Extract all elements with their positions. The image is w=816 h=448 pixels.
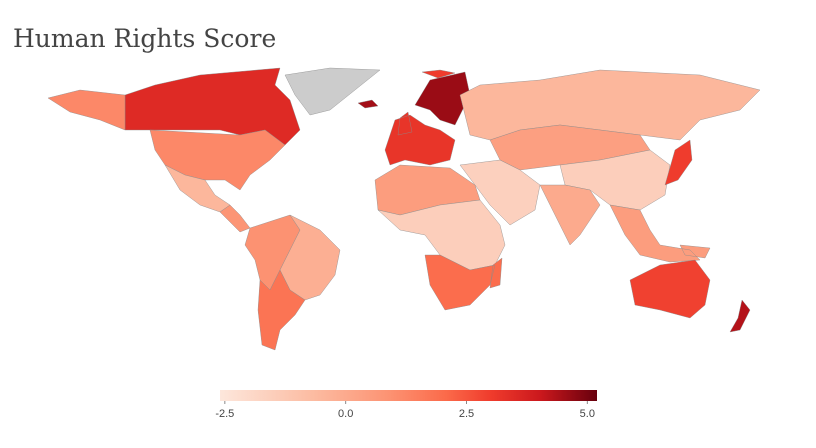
region	[539, 184, 601, 246]
colorbar-tick-label: 5.0	[580, 408, 595, 420]
chart-title: Human Rights Score	[13, 24, 276, 53]
region	[664, 139, 693, 186]
colorbar	[220, 390, 597, 401]
region	[357, 99, 379, 109]
colorbar-tick-label: 2.5	[459, 408, 474, 420]
region	[377, 199, 506, 271]
region	[729, 299, 751, 333]
region	[414, 71, 471, 126]
region	[219, 204, 251, 233]
region	[124, 67, 301, 146]
region	[384, 111, 456, 166]
no-data-region	[284, 67, 381, 116]
colorbar-tick-label: 0.0	[338, 408, 353, 420]
region	[459, 69, 761, 141]
region	[424, 254, 503, 311]
region	[629, 259, 711, 319]
region	[421, 69, 456, 79]
map	[47, 67, 761, 351]
colorbar-tick-label: -2.5	[215, 408, 234, 420]
region	[609, 204, 711, 263]
region	[459, 159, 541, 226]
region	[257, 269, 306, 351]
